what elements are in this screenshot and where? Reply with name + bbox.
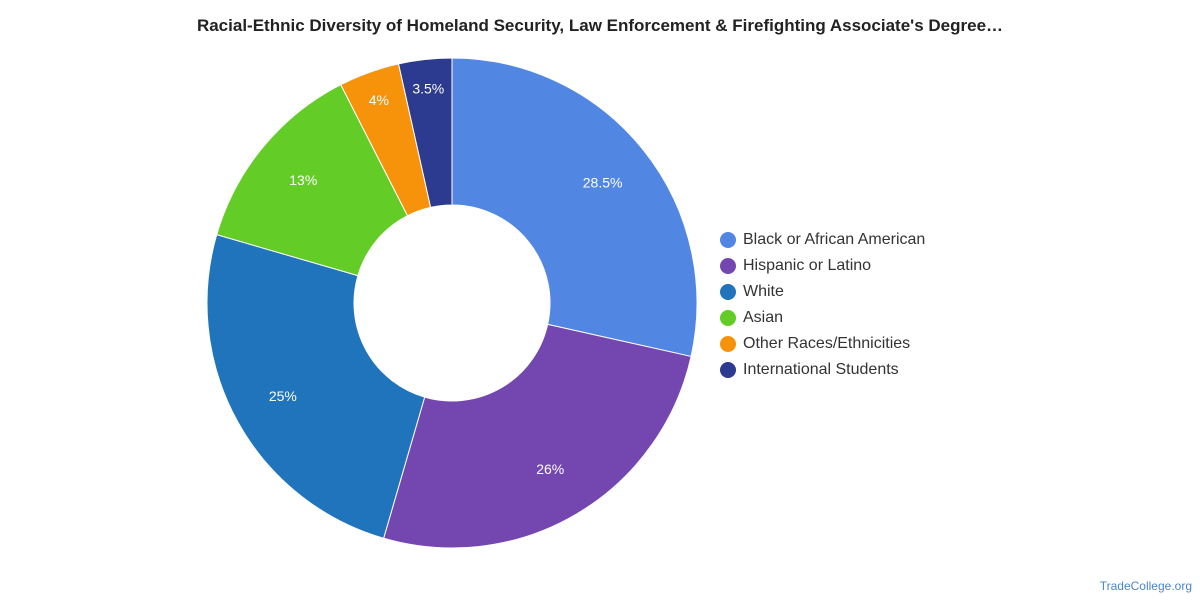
slice-labels: 28.5% 26% 25% 13% 4% 3.5% bbox=[269, 80, 623, 477]
legend-item-black-or-african-american[interactable]: Black or African American bbox=[720, 227, 925, 253]
legend-swatch-icon bbox=[720, 336, 736, 352]
legend-item-international-students[interactable]: International Students bbox=[720, 357, 925, 383]
slice-label-white: 25% bbox=[269, 388, 297, 404]
legend-item-asian[interactable]: Asian bbox=[720, 305, 925, 331]
legend-label: Asian bbox=[743, 309, 784, 326]
slice-label-international-students: 3.5% bbox=[412, 80, 444, 96]
legend-swatch-icon bbox=[720, 362, 736, 378]
legend-label: International Students bbox=[743, 361, 899, 378]
slice-label-hispanic-or-latino: 26% bbox=[536, 461, 564, 477]
slice-label-black-or-african-american: 28.5% bbox=[583, 174, 623, 190]
legend-item-other-races-ethnicities[interactable]: Other Races/Ethnicities bbox=[720, 331, 925, 357]
slice-label-other-races-ethnicities: 4% bbox=[369, 92, 389, 108]
slice-hispanic-or-latino[interactable] bbox=[383, 323, 692, 549]
slice-white[interactable] bbox=[206, 234, 426, 539]
legend-swatch-icon bbox=[720, 310, 736, 326]
chart-legend: Black or African American Hispanic or Lat… bbox=[720, 227, 925, 383]
legend-item-hispanic-or-latino[interactable]: Hispanic or Latino bbox=[720, 253, 925, 279]
slice-international-students[interactable] bbox=[397, 57, 453, 208]
legend-label: Other Races/Ethnicities bbox=[743, 335, 911, 352]
donut-slices bbox=[206, 57, 698, 549]
legend-label: White bbox=[743, 283, 784, 300]
legend-item-white[interactable]: White bbox=[720, 279, 925, 305]
site-watermark[interactable]: TradeCollege.org bbox=[1099, 579, 1192, 593]
legend-label: Black or African American bbox=[743, 231, 926, 248]
legend-swatch-icon bbox=[720, 284, 736, 300]
legend-label: Hispanic or Latino bbox=[743, 257, 872, 274]
legend-swatch-icon bbox=[720, 258, 736, 274]
chart-title: Racial-Ethnic Diversity of Homeland Secu… bbox=[196, 16, 1004, 35]
legend-swatch-icon bbox=[720, 232, 736, 248]
slice-label-asian: 13% bbox=[289, 172, 317, 188]
slice-asian[interactable] bbox=[216, 84, 409, 277]
slice-black-or-african-american[interactable] bbox=[451, 57, 698, 358]
